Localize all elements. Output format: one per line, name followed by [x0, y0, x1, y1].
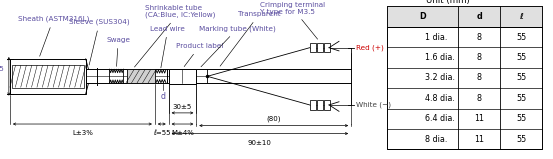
Text: 55: 55 [516, 114, 526, 123]
Bar [387, 6, 542, 149]
Text: Red (+): Red (+) [356, 45, 383, 51]
Text: 1.6 dia.: 1.6 dia. [425, 53, 455, 62]
Text: 11: 11 [474, 114, 484, 123]
Text: Swage: Swage [106, 37, 130, 66]
Bar [317, 43, 323, 52]
Text: Unit (mm): Unit (mm) [426, 0, 469, 5]
Text: Crimping terminal
Y type for M3.5: Crimping terminal Y type for M3.5 [260, 2, 325, 39]
Text: 8: 8 [477, 33, 482, 41]
Text: 4.8 dia.: 4.8 dia. [425, 94, 455, 103]
Text: D±0.05: D±0.05 [0, 66, 4, 72]
Text: 55: 55 [516, 94, 526, 103]
Text: 30±5: 30±5 [173, 104, 192, 110]
Text: Shrinkable tube
(CA:Blue, IC:Yellow): Shrinkable tube (CA:Blue, IC:Yellow) [134, 5, 215, 67]
Text: Sleeve (SUS304): Sleeve (SUS304) [69, 19, 130, 65]
Text: 8 dia.: 8 dia. [425, 135, 448, 144]
Bar [12, 65, 84, 88]
Text: Transparent: Transparent [220, 11, 280, 66]
Text: Product label: Product label [176, 43, 223, 67]
Bar [310, 100, 316, 110]
Text: White (−): White (−) [356, 102, 390, 108]
Text: d: d [476, 12, 482, 21]
Text: d: d [160, 92, 166, 101]
Text: 8: 8 [477, 53, 482, 62]
Bar [317, 100, 323, 110]
Text: 55: 55 [516, 33, 526, 41]
Text: D: D [419, 12, 426, 21]
Text: 8: 8 [477, 94, 482, 103]
Text: 8: 8 [477, 73, 482, 82]
Bar [324, 43, 330, 52]
Text: 1 dia.: 1 dia. [425, 33, 448, 41]
Text: L±3%: L±3% [72, 130, 93, 136]
Text: 55: 55 [516, 53, 526, 62]
Text: M±4%: M±4% [171, 130, 194, 136]
Text: 55: 55 [516, 73, 526, 82]
Text: Marking tube (White): Marking tube (White) [199, 25, 276, 67]
Text: Sheath (ASTM316L): Sheath (ASTM316L) [18, 16, 89, 56]
Bar [169, 69, 196, 84]
Text: (80): (80) [267, 116, 281, 122]
Text: Lead wire: Lead wire [150, 26, 185, 68]
Bar [324, 100, 330, 110]
Text: 90±10: 90±10 [248, 140, 272, 146]
Text: 11: 11 [474, 135, 484, 144]
Bar [127, 69, 155, 83]
Bar [310, 43, 316, 52]
Text: 55: 55 [516, 135, 526, 144]
Text: ℓ=55: ℓ=55 [153, 130, 170, 136]
Bar [10, 59, 86, 94]
Bar [387, 6, 542, 27]
Text: 3.2 dia.: 3.2 dia. [425, 73, 456, 82]
Text: ℓ: ℓ [519, 12, 523, 21]
Text: 6.4 dia.: 6.4 dia. [425, 114, 455, 123]
